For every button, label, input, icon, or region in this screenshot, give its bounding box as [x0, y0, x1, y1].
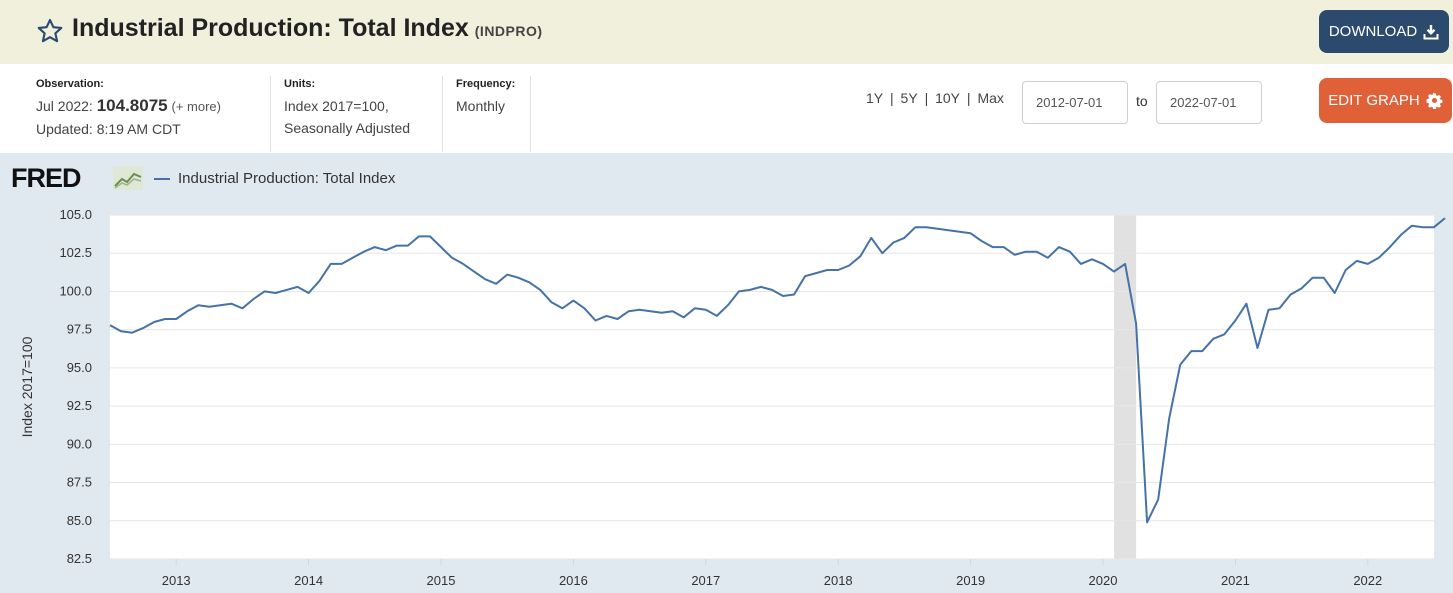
- title-bar: Industrial Production: Total Index (INDPR…: [0, 0, 1453, 64]
- range-10y[interactable]: 10Y: [935, 90, 961, 106]
- page-title: Industrial Production: Total Index (INDPR…: [72, 14, 543, 43]
- frequency-label: Frequency:: [456, 78, 516, 90]
- range-selector: 1Y | 5Y | 10Y | Max: [866, 90, 1004, 106]
- y-tick-label: 102.5: [59, 245, 92, 260]
- observation-more-link[interactable]: (+ more): [171, 99, 221, 114]
- frequency-block: Frequency: Monthly: [456, 78, 515, 117]
- range-1y[interactable]: 1Y: [866, 90, 884, 106]
- range-5y[interactable]: 5Y: [900, 90, 918, 106]
- y-tick-label: 92.5: [67, 398, 92, 413]
- observation-value: 104.8075: [96, 96, 168, 115]
- series-line: [109, 217, 1446, 524]
- y-tick-label: 85.0: [67, 513, 92, 528]
- star-icon[interactable]: [36, 17, 64, 45]
- download-button[interactable]: DOWNLOAD: [1319, 10, 1449, 53]
- to-label: to: [1136, 93, 1148, 109]
- observation-period: Jul 2022:: [36, 98, 93, 114]
- x-tick-label: 2018: [824, 573, 853, 588]
- end-date-input[interactable]: 2022-07-01: [1156, 81, 1262, 124]
- y-tick-label: 97.5: [67, 322, 92, 337]
- start-date-input[interactable]: 2012-07-01: [1022, 81, 1128, 124]
- x-tick-label: 2016: [559, 573, 588, 588]
- download-label: DOWNLOAD: [1328, 23, 1418, 40]
- x-tick-label: 2015: [427, 573, 456, 588]
- units-line1: Index 2017=100,: [284, 98, 389, 114]
- x-tick-label: 2020: [1089, 573, 1118, 588]
- plot-area: [110, 215, 1434, 559]
- y-tick-label: 100.0: [59, 283, 92, 298]
- edit-graph-button[interactable]: EDIT GRAPH: [1319, 78, 1452, 123]
- range-separator: |: [890, 90, 894, 106]
- divider: [530, 76, 531, 152]
- units-line2: Seasonally Adjusted: [284, 120, 411, 136]
- frequency-value: Monthly: [456, 98, 506, 114]
- x-tick-label: 2019: [956, 573, 985, 588]
- fred-logo-text: FRED: [11, 163, 81, 193]
- range-separator: |: [924, 90, 929, 106]
- x-tick-label: 2022: [1353, 573, 1382, 588]
- x-tick-label: 2017: [691, 573, 720, 588]
- gear-icon: [1426, 92, 1443, 109]
- fred-logo[interactable]: FRED: [11, 163, 81, 194]
- y-tick-label: 95.0: [67, 360, 92, 375]
- observation-block: Observation: Jul 2022: 104.8075 (+ more)…: [36, 78, 221, 140]
- x-tick-label: 2014: [294, 573, 323, 588]
- updated-text: Updated: 8:19 AM CDT: [36, 121, 181, 137]
- range-separator: |: [966, 90, 971, 106]
- chart-legend: Industrial Production: Total Index: [154, 170, 395, 187]
- y-tick-label: 105.0: [59, 207, 92, 222]
- y-axis-label: Index 2017=100: [19, 336, 35, 437]
- units-label: Units:: [284, 78, 316, 90]
- edit-graph-label: EDIT GRAPH: [1328, 92, 1420, 109]
- fred-logo-graph-icon: [113, 166, 143, 190]
- y-tick-label: 87.5: [67, 475, 92, 490]
- y-tick-label: 82.5: [67, 551, 92, 566]
- y-tick-label: 90.0: [67, 436, 92, 451]
- observation-label: Observation:: [36, 78, 104, 90]
- series-id: (INDPRO): [474, 23, 543, 39]
- divider: [442, 76, 443, 152]
- series-title-text: Industrial Production: Total Index: [72, 14, 469, 42]
- x-tick-label: 2021: [1221, 573, 1250, 588]
- units-block: Units: Index 2017=100, Seasonally Adjust…: [284, 78, 410, 139]
- divider: [270, 76, 271, 152]
- x-tick-label: 2013: [162, 573, 191, 588]
- range-max[interactable]: Max: [977, 90, 1004, 106]
- recession-shade: [1114, 215, 1137, 559]
- download-icon: [1423, 24, 1439, 39]
- observation-line: Jul 2022: 104.8075 (+ more): [36, 95, 221, 118]
- legend-swatch: [154, 177, 170, 180]
- legend-label: Industrial Production: Total Index: [178, 170, 396, 187]
